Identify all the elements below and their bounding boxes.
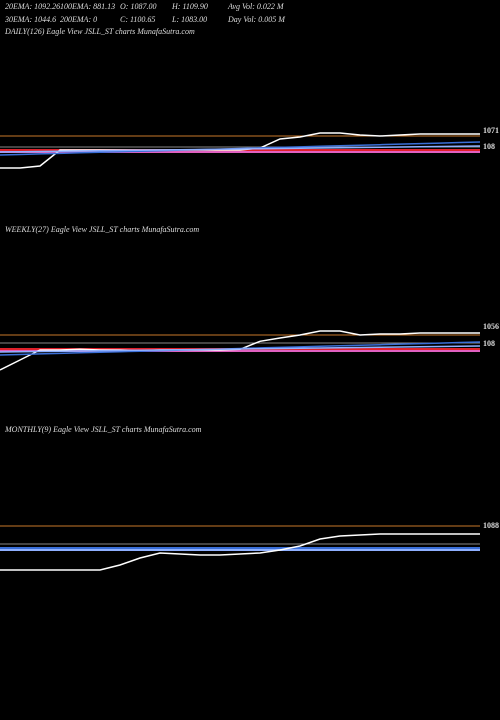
price-label: 1088 <box>483 521 499 530</box>
stat: 30EMA: 1044.6 <box>4 15 56 24</box>
stat: 20EMA: 1092.26 <box>5 2 60 11</box>
price-label: 108 <box>483 339 495 348</box>
panel-title: WEEKLY(27) Eagle View JSLL_ST charts Mun… <box>5 225 199 234</box>
stat: L: 1083.00 <box>171 15 207 24</box>
panel-title: DAILY(126) Eagle View JSLL_ST charts Mun… <box>4 27 195 36</box>
panel-title: MONTHLY(9) Eagle View JSLL_ST charts Mun… <box>4 425 202 434</box>
stat: 200EMA: 0 <box>60 15 97 24</box>
stat: Day Vol: 0.005 M <box>227 15 286 24</box>
price-label: 1071 <box>483 126 499 135</box>
series-line <box>0 533 480 571</box>
series-line <box>0 345 481 353</box>
price-label: 1056 <box>483 322 499 331</box>
stat: C: 1100.65 <box>120 15 155 24</box>
price-label: 108 <box>483 142 495 151</box>
stat: H: 1109.90 <box>171 2 208 11</box>
stat: 100EMA: 881.13 <box>60 2 115 11</box>
series-line <box>0 145 481 153</box>
stat: Avg Vol: 0.022 M <box>227 2 285 11</box>
stat: O: 1087.00 <box>120 2 156 11</box>
series-line <box>0 132 480 169</box>
